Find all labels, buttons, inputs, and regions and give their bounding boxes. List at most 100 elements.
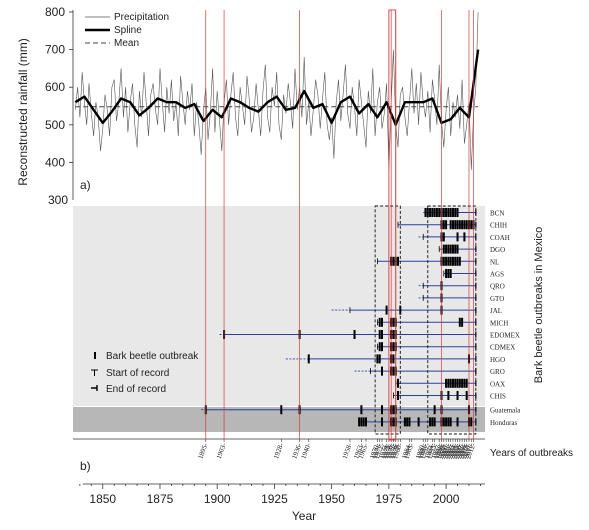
outbreak-mark (381, 330, 383, 339)
outbreak-mark (408, 417, 411, 427)
outbreak-mark (403, 417, 406, 427)
precipitation-line (75, 11, 479, 170)
outbreak-year-label: 1928- (272, 441, 285, 460)
outbreak-mark (385, 305, 388, 315)
outbreak-mark (449, 378, 452, 388)
red-highlight-box (388, 9, 397, 441)
outbreak-mark (392, 354, 395, 364)
outbreak-mark (447, 417, 450, 427)
row-label: AGS (490, 271, 504, 279)
outbreak-mark (449, 417, 452, 427)
outbreak-mark (280, 405, 283, 415)
outbreak-mark (392, 330, 395, 339)
central-america-band (73, 407, 485, 432)
outbreak-mark (454, 378, 457, 388)
x-tick-label: 2000 (433, 492, 460, 506)
outbreak-mark (463, 378, 466, 388)
row-label: HGO (490, 356, 505, 364)
outbreak-mark (447, 256, 450, 266)
x-tick-label: 1850 (89, 492, 116, 506)
outbreak-mark (424, 208, 427, 217)
outbreak-mark (449, 244, 452, 254)
outbreak-mark (463, 232, 466, 242)
legend-outbreak-swatch (94, 352, 96, 359)
outbreak-mark (392, 317, 395, 327)
outbreak-mark (433, 405, 436, 415)
spline-line (74, 49, 480, 127)
outbreak-mark (378, 317, 381, 327)
legend-a: Precipitation Spline Mean (85, 12, 169, 49)
outbreak-mark (449, 208, 452, 217)
outbreak-mark (447, 244, 450, 254)
outbreak-mark (454, 220, 457, 230)
outbreak-mark (458, 317, 461, 327)
outbreak-mark (461, 378, 464, 388)
red-reference-lines (205, 9, 474, 441)
outbreak-mark (442, 417, 445, 427)
outbreak-mark (456, 417, 459, 427)
panel-b-label: b) (80, 459, 91, 473)
outbreak-mark (406, 417, 409, 427)
outbreak-mark (392, 417, 395, 427)
outbreak-mark (438, 208, 441, 217)
outbreak-mark (461, 220, 464, 230)
outbreak-mark (449, 220, 452, 230)
outbreak-mark (451, 378, 454, 388)
outbreak-mark (458, 256, 461, 266)
row-label: NL (490, 258, 499, 266)
legend-bark-beetle: Bark beetle outbreak (106, 351, 199, 362)
outbreak-mark (470, 417, 473, 427)
outbreak-mark (435, 208, 438, 217)
outbreak-mark (360, 405, 363, 415)
outbreak-mark (381, 366, 383, 376)
outbreak-mark (442, 256, 445, 266)
outbreak-mark (456, 256, 459, 266)
row-label: OAX (490, 380, 505, 388)
legend-b: Bark beetle outbreak Start of record End… (91, 351, 199, 395)
outbreak-mark (445, 256, 448, 266)
x-tick-label: 1950 (318, 492, 345, 506)
dashed-box (427, 205, 477, 435)
outbreak-mark (429, 208, 432, 217)
legend-mean: Mean (114, 38, 139, 49)
outbreak-mark (461, 317, 464, 327)
outbreak-mark (456, 220, 459, 230)
outbreak-mark (454, 244, 457, 254)
outbreak-mark (447, 208, 450, 217)
outbreak-mark (381, 342, 383, 352)
row-label: JAL (490, 307, 502, 315)
outbreak-mark (454, 256, 457, 266)
outbreak-mark (463, 220, 466, 230)
outbreak-mark (449, 256, 452, 266)
y-ticks-rainfall: 400 500 600 700 800 (45, 5, 73, 169)
outbreak-mark (431, 417, 434, 427)
outbreak-mark (447, 391, 450, 400)
outbreak-mark (451, 244, 454, 254)
outbreak-mark (433, 417, 436, 427)
dashed-boxes (374, 205, 477, 435)
outbreak-mark (451, 256, 454, 266)
outbreak-mark (431, 208, 434, 217)
outbreak-mark (451, 220, 454, 230)
outbreak-mark (417, 417, 420, 427)
row-label: CDMEX (490, 344, 515, 352)
outbreak-mark (392, 342, 395, 352)
y-tick-label: 700 (45, 43, 65, 57)
outbreak-mark (445, 378, 448, 388)
outbreak-mark (364, 417, 367, 427)
outbreak-year-label: 1903- (215, 441, 228, 460)
row-label: EDOMEX (490, 332, 520, 340)
outbreak-mark (456, 232, 459, 242)
row-label: CHIS (490, 393, 506, 401)
outbreak-year-label: 1895- (197, 441, 210, 460)
panel-a: Reconstructed rainfall (mm) 400 500 600 700… (16, 5, 480, 200)
x-tick-label: 1875 (147, 492, 174, 506)
outbreak-mark (353, 330, 356, 339)
legend-start-swatch (91, 369, 98, 376)
row-label: MICH (490, 319, 508, 327)
row-label: DGO (490, 246, 505, 254)
row-label: BCN (490, 210, 504, 218)
outbreak-mark (447, 378, 450, 388)
panel-a-label: a) (80, 178, 91, 192)
outbreak-mark (381, 317, 383, 327)
